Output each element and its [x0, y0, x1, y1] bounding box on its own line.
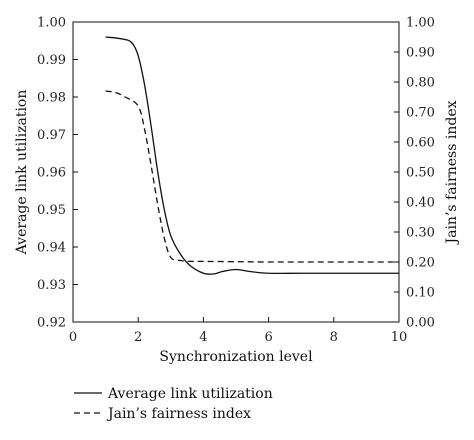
x-tick-label: 6	[264, 330, 272, 345]
right-y-tick-label: 0.80	[406, 76, 435, 91]
right-y-tick-label: 0.20	[406, 256, 435, 271]
left-y-tick-label: 0.99	[37, 53, 66, 68]
right-y-tick-label: 0.90	[406, 46, 435, 61]
right-y-axis-ticks: 0.00 0.10 0.20 0.30 0.40 0.50 0.60 0.70 0.80 0.90…	[394, 16, 435, 331]
legend-label-fairness: Jain’s fairness index	[106, 406, 251, 422]
legend-label-utilization: Average link utilization	[107, 386, 273, 402]
x-tick-label: 8	[330, 330, 338, 345]
right-y-tick-label: 0.10	[406, 286, 435, 301]
left-y-tick-label: 0.94	[37, 241, 66, 256]
series-line-link-utilization	[105, 36, 399, 275]
x-tick-label: 0	[69, 330, 77, 345]
x-axis-ticks: 0 2 4 6 8 10	[69, 317, 407, 345]
x-tick-label: 4	[199, 330, 207, 345]
left-y-tick-label: 0.97	[37, 128, 66, 143]
left-y-axis-title: Average link utilization	[14, 90, 30, 256]
left-y-tick-label: 0.96	[37, 166, 66, 181]
right-y-tick-label: 0.60	[406, 136, 435, 151]
x-tick-label: 2	[134, 330, 142, 345]
right-y-tick-label: 1.00	[406, 16, 435, 31]
x-tick-label: 10	[391, 330, 408, 345]
right-y-tick-label: 0.70	[406, 106, 435, 121]
x-axis-title: Synchronization level	[159, 349, 313, 365]
series-layer	[105, 36, 399, 275]
left-y-axis-ticks: 0.92 0.93 0.94 0.95 0.96 0.97 0.98 0.99 1.00	[37, 16, 78, 331]
legend: Average link utilization Jain’s fairness…	[74, 386, 273, 422]
left-y-tick-label: 1.00	[37, 16, 66, 31]
plot-frame	[72, 21, 400, 323]
right-y-tick-label: 0.00	[406, 316, 435, 331]
right-y-tick-label: 0.30	[406, 226, 435, 241]
right-y-tick-label: 0.50	[406, 166, 435, 181]
left-y-tick-label: 0.98	[37, 91, 66, 106]
right-y-tick-label: 0.40	[406, 196, 435, 211]
right-y-axis-title: Jain’s fairness index	[444, 100, 460, 245]
left-y-tick-label: 0.95	[37, 203, 66, 218]
series-line-fairness-index	[105, 90, 399, 263]
left-y-tick-label: 0.93	[37, 278, 66, 293]
left-y-tick-label: 0.92	[37, 316, 66, 331]
